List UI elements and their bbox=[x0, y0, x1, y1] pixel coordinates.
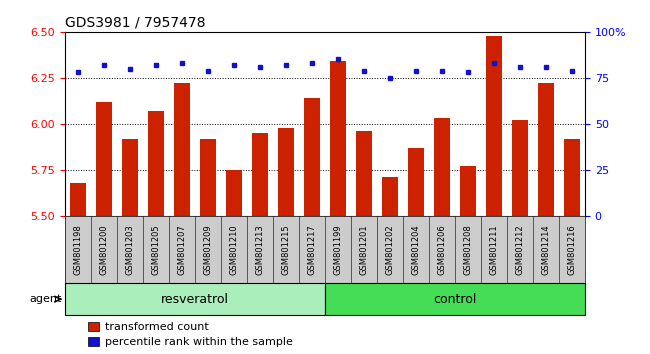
Text: GSM801205: GSM801205 bbox=[151, 224, 161, 275]
Text: GSM801214: GSM801214 bbox=[541, 224, 551, 275]
Bar bbox=[200, 139, 216, 216]
Bar bbox=[434, 118, 450, 216]
Bar bbox=[538, 84, 554, 216]
Text: GSM801207: GSM801207 bbox=[177, 224, 187, 275]
Text: GSM801198: GSM801198 bbox=[73, 224, 83, 275]
Text: GSM801216: GSM801216 bbox=[567, 224, 577, 275]
Text: GSM801201: GSM801201 bbox=[359, 224, 369, 275]
Bar bbox=[226, 170, 242, 216]
Bar bbox=[382, 177, 398, 216]
Text: resveratrol: resveratrol bbox=[161, 293, 229, 306]
Bar bbox=[278, 127, 294, 216]
Bar bbox=[460, 166, 476, 216]
Text: GSM801208: GSM801208 bbox=[463, 224, 473, 275]
Bar bbox=[325, 283, 585, 315]
Text: GSM801209: GSM801209 bbox=[203, 224, 213, 275]
Bar bbox=[512, 120, 528, 216]
Bar bbox=[148, 111, 164, 216]
Text: GSM801204: GSM801204 bbox=[411, 224, 421, 275]
Text: GSM801199: GSM801199 bbox=[333, 224, 343, 275]
Bar bbox=[122, 139, 138, 216]
Bar bbox=[486, 35, 502, 216]
Bar bbox=[252, 133, 268, 216]
Bar bbox=[96, 102, 112, 216]
Text: GSM801206: GSM801206 bbox=[437, 224, 447, 275]
Legend: transformed count, percentile rank within the sample: transformed count, percentile rank withi… bbox=[84, 318, 297, 352]
Text: GDS3981 / 7957478: GDS3981 / 7957478 bbox=[65, 15, 205, 29]
Text: control: control bbox=[434, 293, 476, 306]
Text: GSM801217: GSM801217 bbox=[307, 224, 317, 275]
Text: GSM801212: GSM801212 bbox=[515, 224, 525, 275]
Bar bbox=[174, 84, 190, 216]
Bar bbox=[330, 61, 346, 216]
Text: GSM801211: GSM801211 bbox=[489, 224, 499, 275]
Bar bbox=[70, 183, 86, 216]
Bar bbox=[65, 283, 325, 315]
Text: GSM801200: GSM801200 bbox=[99, 224, 109, 275]
Bar bbox=[304, 98, 320, 216]
Bar bbox=[564, 139, 580, 216]
Bar bbox=[356, 131, 372, 216]
Text: GSM801210: GSM801210 bbox=[229, 224, 239, 275]
Text: GSM801202: GSM801202 bbox=[385, 224, 395, 275]
Text: GSM801215: GSM801215 bbox=[281, 224, 291, 275]
Bar bbox=[408, 148, 424, 216]
Text: GSM801203: GSM801203 bbox=[125, 224, 135, 275]
Text: GSM801213: GSM801213 bbox=[255, 224, 265, 275]
Text: agent: agent bbox=[29, 294, 62, 304]
